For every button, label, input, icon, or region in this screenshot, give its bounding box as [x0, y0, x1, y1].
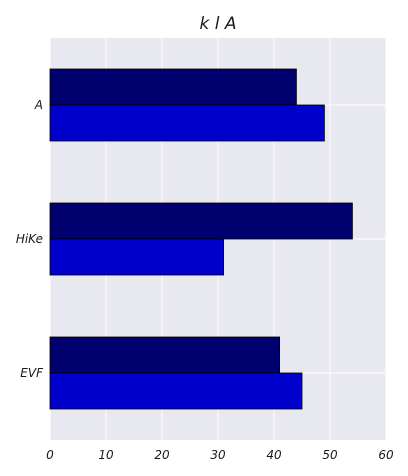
- x-tick-label: 30: [210, 448, 226, 462]
- bar-a-series-1: [49, 68, 297, 106]
- bar-hike-series-2: [49, 238, 225, 276]
- x-tick-label: 60: [378, 448, 394, 462]
- x-tick-labels: 0 10 20 30 40 50 60: [46, 448, 394, 462]
- bar-hike-series-1: [49, 202, 353, 240]
- x-tick-label: 0: [46, 448, 54, 462]
- chart-title: k l A: [199, 14, 236, 34]
- x-tick-label: 20: [154, 448, 170, 462]
- bar-a-series-2: [49, 104, 325, 142]
- bars: [49, 68, 353, 410]
- x-tick-label: 50: [322, 448, 338, 462]
- y-tick-label: EVF: [20, 366, 44, 380]
- y-tick-label: HiKe: [16, 232, 43, 246]
- y-tick-labels: A HiKe EVF: [16, 98, 44, 380]
- bar-evf-series-2: [49, 372, 303, 410]
- x-tick-label: 10: [98, 448, 114, 462]
- y-tick-label: A: [34, 98, 43, 112]
- bar-evf-series-1: [49, 336, 281, 374]
- x-tick-label: 40: [266, 448, 282, 462]
